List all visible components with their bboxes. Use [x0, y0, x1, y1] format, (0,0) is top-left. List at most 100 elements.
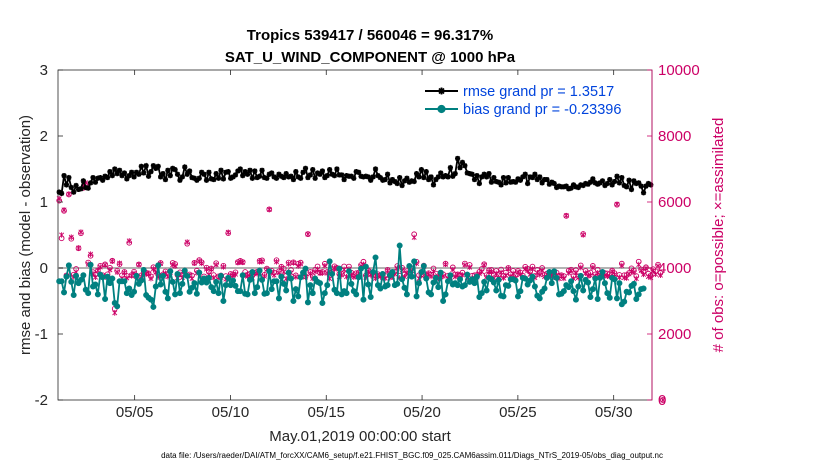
bias-point [179, 280, 186, 287]
legend-box [407, 76, 647, 121]
obs-assimilated-point [411, 234, 417, 241]
obs-assimilated-point [191, 260, 197, 266]
bias-point [329, 270, 336, 277]
rmse-point [317, 171, 323, 177]
bias-point [196, 269, 203, 276]
obs-assimilated-point [213, 262, 219, 268]
bias-point [553, 274, 560, 281]
bias-point [150, 303, 157, 310]
rmse-point [368, 177, 374, 183]
bias-point [568, 278, 575, 285]
rmse-point [483, 174, 490, 180]
rmse-point [575, 184, 581, 191]
rmse-point [529, 174, 536, 181]
bias-point [635, 291, 642, 298]
obs-assimilated-point [76, 245, 82, 251]
rmse-point [339, 172, 345, 178]
bias-point [268, 286, 275, 293]
obs-assimilated-point [172, 263, 178, 269]
rmse-point [78, 186, 84, 192]
obs-assimilated-point [479, 268, 485, 275]
obs-assimilated-point [88, 251, 94, 257]
chart-title: Tropics 539417 / 560046 = 96.317% [247, 27, 493, 44]
rmse-point [377, 174, 383, 181]
rmse-point [158, 174, 164, 180]
rmse-point [455, 155, 461, 162]
bias-point [471, 280, 478, 287]
obs-assimilated-point [636, 261, 642, 268]
rmse-point [235, 168, 241, 174]
rmse-point [322, 174, 328, 181]
bias-point [437, 269, 444, 276]
rmse-point [471, 176, 478, 183]
obs-assimilated-point [126, 238, 132, 244]
bias-point [326, 258, 333, 265]
rmse-point [100, 177, 106, 183]
bias-point [215, 290, 222, 297]
rmse-point [191, 175, 198, 181]
rmse-point [382, 176, 388, 183]
bias-point [493, 287, 500, 294]
obs-assimilated-point [278, 265, 284, 271]
rmse-point [438, 170, 444, 176]
bias-point [114, 303, 121, 310]
rmse-point [124, 176, 130, 182]
rmse-point [640, 190, 647, 196]
bias-point [401, 284, 408, 291]
rmse-point [300, 169, 306, 175]
obs-assimilated-point [232, 271, 238, 278]
bias-point [237, 288, 244, 295]
rmse-point [604, 180, 610, 187]
obs-assimilated-point [537, 271, 543, 278]
obs-assimilated-point [525, 268, 531, 274]
bias-point [529, 273, 536, 280]
rmse-point [517, 177, 524, 183]
bias-point [548, 280, 555, 287]
bias-point [432, 274, 439, 281]
bias-point [283, 287, 290, 294]
bias-point [336, 265, 343, 272]
obs-assimilated-point [114, 269, 120, 275]
rmse-point [450, 173, 456, 179]
rmse-point [479, 174, 485, 180]
bias-point [61, 289, 68, 296]
bias-point [348, 280, 355, 287]
y-right-tick-label: 0 [658, 392, 666, 409]
rmse-point [92, 179, 99, 185]
bias-point [594, 296, 601, 303]
bias-point [70, 292, 77, 299]
rmse-point [288, 173, 294, 179]
rmse-point [520, 174, 526, 180]
obs-assimilated-point [259, 258, 265, 265]
bias-point [324, 282, 331, 289]
rmse-point [116, 167, 123, 173]
rmse-point [375, 173, 381, 179]
rmse-point [399, 182, 405, 189]
obs-assimilated-point [641, 271, 647, 278]
rmse-point [119, 173, 125, 179]
bias-point [147, 296, 154, 303]
bias-point [546, 268, 553, 275]
rmse-point [614, 173, 620, 179]
obs-assimilated-point [102, 262, 108, 268]
rmse-point [71, 189, 77, 195]
rmse-point [411, 178, 417, 185]
rmse-point [148, 169, 154, 175]
rmse-point [568, 185, 574, 191]
obs-assimilated-point [199, 260, 205, 267]
bias-point [353, 291, 360, 298]
rmse-point [597, 180, 603, 186]
bias-point [259, 276, 266, 283]
rmse-point [242, 169, 248, 175]
rmse-point [462, 163, 468, 169]
bias-point [87, 261, 94, 268]
obs-assimilated-point [462, 262, 468, 268]
rmse-point [225, 169, 231, 175]
plot-area [57, 69, 653, 401]
rmse-point [150, 163, 156, 169]
bias-point [285, 269, 292, 276]
rmse-point [525, 180, 531, 187]
rmse-point [211, 176, 217, 183]
obs-assimilated-point [121, 269, 127, 276]
